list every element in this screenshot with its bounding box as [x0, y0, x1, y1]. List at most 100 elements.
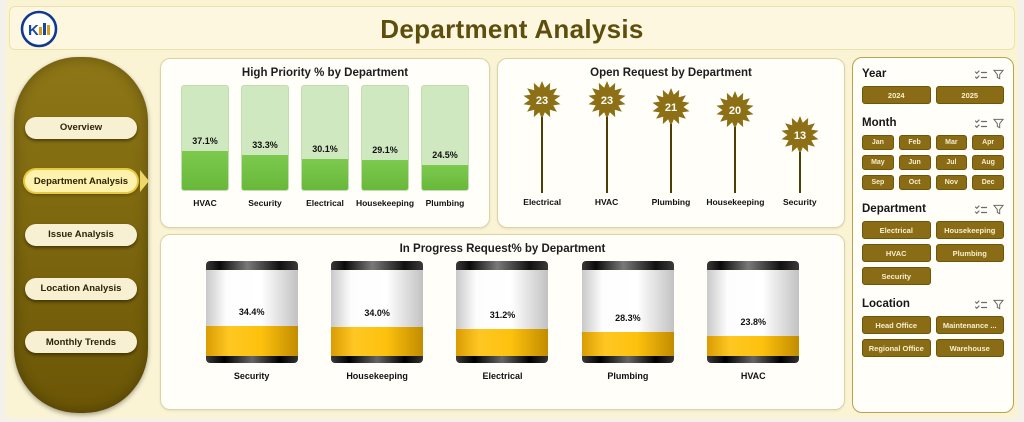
bar-plumbing[interactable]: 24.5% Plumbing — [421, 85, 469, 208]
filter-icon[interactable] — [993, 299, 1004, 310]
cylinder-plumbing[interactable]: 28.3% Plumbing — [578, 261, 678, 381]
filter-header-icons — [974, 69, 1004, 80]
bar-category-label: Plumbing — [425, 198, 465, 208]
filter-option-sep[interactable]: Sep — [862, 175, 894, 190]
filter-option-electrical[interactable]: Electrical — [862, 221, 931, 239]
filter-section-location: Location Head Office Maintenance ... Region… — [862, 298, 1004, 357]
bar-category-label: Security — [248, 198, 282, 208]
svg-text:23: 23 — [536, 95, 548, 107]
filter-option-regional-office[interactable]: Regional Office — [862, 339, 931, 357]
flower-housekeeping[interactable]: 20 Housekeeping — [706, 90, 764, 207]
cylinder-housekeeping[interactable]: 34.0% Housekeeping — [327, 261, 427, 381]
sidebar-item-issue-analysis[interactable]: Issue Analysis — [25, 223, 137, 246]
filter-option-nov[interactable]: Nov — [935, 175, 968, 190]
flower-electrical[interactable]: 23 Electrical — [513, 80, 571, 207]
cylinder-category-label: Housekeeping — [346, 371, 408, 381]
svg-text:23: 23 — [600, 95, 612, 107]
open-request-panel: Open Request by Department 23 Electrical 2… — [497, 58, 845, 228]
filter-title-department: Department — [862, 203, 926, 215]
bar-fill — [182, 151, 228, 190]
bar-fill — [242, 155, 288, 190]
flower-stem — [734, 127, 737, 193]
filter-header-department: Department — [862, 203, 1004, 215]
cylinder-top-band — [205, 261, 298, 270]
cylinder-fill — [456, 329, 549, 356]
cylinder-value-label: 34.4% — [238, 307, 265, 318]
filter-option-mar[interactable]: Mar — [935, 135, 968, 150]
flower-hvac[interactable]: 23 HVAC — [578, 80, 636, 207]
flower-category-label: Plumbing — [651, 197, 691, 207]
filter-icon[interactable] — [993, 69, 1004, 80]
clear-selections-icon[interactable] — [974, 118, 988, 129]
cylinder-gauge: 28.3% — [581, 261, 674, 363]
bar-fill — [422, 164, 468, 190]
sidebar-item-overview[interactable]: Overview — [25, 116, 137, 139]
sidebar: Overview Department Analysis Issue Analysi… — [14, 57, 149, 413]
flower-marker: 23 — [523, 80, 561, 119]
filter-option-security[interactable]: Security — [862, 267, 931, 285]
filter-option-oct[interactable]: Oct — [898, 175, 931, 190]
flower-category-label: Housekeeping — [706, 197, 765, 207]
bar-value-label: 37.1% — [192, 136, 218, 147]
filter-icon[interactable] — [993, 118, 1004, 129]
cylinder-hvac[interactable]: 23.8% HVAC — [703, 261, 803, 381]
cylinder-top-band — [331, 261, 424, 270]
filter-option-maintenance[interactable]: Maintenance ... — [935, 316, 1004, 334]
flower-category-label: HVAC — [594, 197, 619, 207]
bar-value-label: 33.3% — [252, 140, 278, 151]
filter-section-year: Year 2024 2025 — [862, 68, 1004, 104]
clear-selections-icon[interactable] — [974, 299, 988, 310]
filter-option-aug[interactable]: Aug — [972, 155, 1004, 170]
sidebar-item-location-analysis[interactable]: Location Analysis — [25, 277, 137, 300]
flower-marker: 23 — [588, 80, 626, 119]
cylinder-electrical[interactable]: 31.2% Electrical — [452, 261, 552, 381]
filter-option-may[interactable]: May — [862, 155, 894, 170]
clear-selections-icon[interactable] — [974, 69, 988, 80]
bar-electrical[interactable]: 30.1% Electrical — [301, 85, 349, 208]
cylinder-gauge: 23.8% — [707, 261, 800, 363]
in-progress-panel: In Progress Request% by Department 34.4%… — [160, 234, 845, 410]
filter-title-location: Location — [862, 298, 910, 310]
bar-hvac[interactable]: 37.1% HVAC — [181, 85, 229, 208]
filter-option-head-office[interactable]: Head Office — [862, 316, 931, 334]
clear-selections-icon[interactable] — [974, 204, 988, 215]
cylinder-bottom-band — [456, 356, 549, 363]
filter-option-2025[interactable]: 2025 — [935, 86, 1004, 104]
filter-option-feb[interactable]: Feb — [898, 135, 931, 150]
cylinder-fill — [707, 335, 800, 356]
flower-marker: 21 — [652, 87, 690, 126]
filter-option-hvac[interactable]: HVAC — [862, 244, 931, 262]
sidebar-item-department-analysis[interactable]: Department Analysis — [25, 170, 149, 193]
filter-option-warehouse[interactable]: Warehouse — [935, 339, 1004, 357]
cylinder-top-band — [581, 261, 674, 270]
flower-marker: 13 — [781, 115, 819, 154]
bar-value-label: 24.5% — [432, 149, 458, 160]
flower-security[interactable]: 13 Security — [771, 115, 829, 207]
filter-option-jun[interactable]: Jun — [898, 155, 931, 170]
flower-plumbing[interactable]: 21 Plumbing — [642, 87, 700, 207]
filter-option-2024[interactable]: 2024 — [862, 86, 931, 104]
cylinder-value-label: 34.0% — [364, 307, 390, 318]
filter-option-plumbing[interactable]: Plumbing — [935, 244, 1004, 262]
filter-option-jul[interactable]: Jul — [935, 155, 968, 170]
flower-stem — [605, 116, 608, 193]
filter-header-year: Year — [862, 68, 1004, 80]
cylinder-gauge: 31.2% — [456, 261, 549, 363]
filter-option-dec[interactable]: Dec — [972, 175, 1004, 190]
svg-text:21: 21 — [665, 102, 677, 114]
cylinder-category-label: Electrical — [482, 371, 523, 381]
filter-option-housekeeping[interactable]: Housekeeping — [935, 221, 1004, 239]
bar-security[interactable]: 33.3% Security — [241, 85, 289, 208]
flower-stem — [669, 123, 672, 193]
filter-icon[interactable] — [993, 204, 1004, 215]
cylinder-category-label: Security — [233, 371, 270, 381]
svg-text:K: K — [28, 22, 39, 39]
filter-option-apr[interactable]: Apr — [972, 135, 1004, 150]
cylinder-bottom-band — [331, 356, 424, 363]
cylinder-security[interactable]: 34.4% Security — [202, 261, 302, 381]
bar-housekeeping[interactable]: 29.1% Housekeeping — [356, 85, 414, 208]
filter-title-month: Month — [862, 117, 897, 129]
filter-option-jan[interactable]: Jan — [862, 135, 894, 150]
filter-header-icons — [974, 204, 1004, 215]
sidebar-item-monthly-trends[interactable]: Monthly Trends — [25, 331, 137, 354]
